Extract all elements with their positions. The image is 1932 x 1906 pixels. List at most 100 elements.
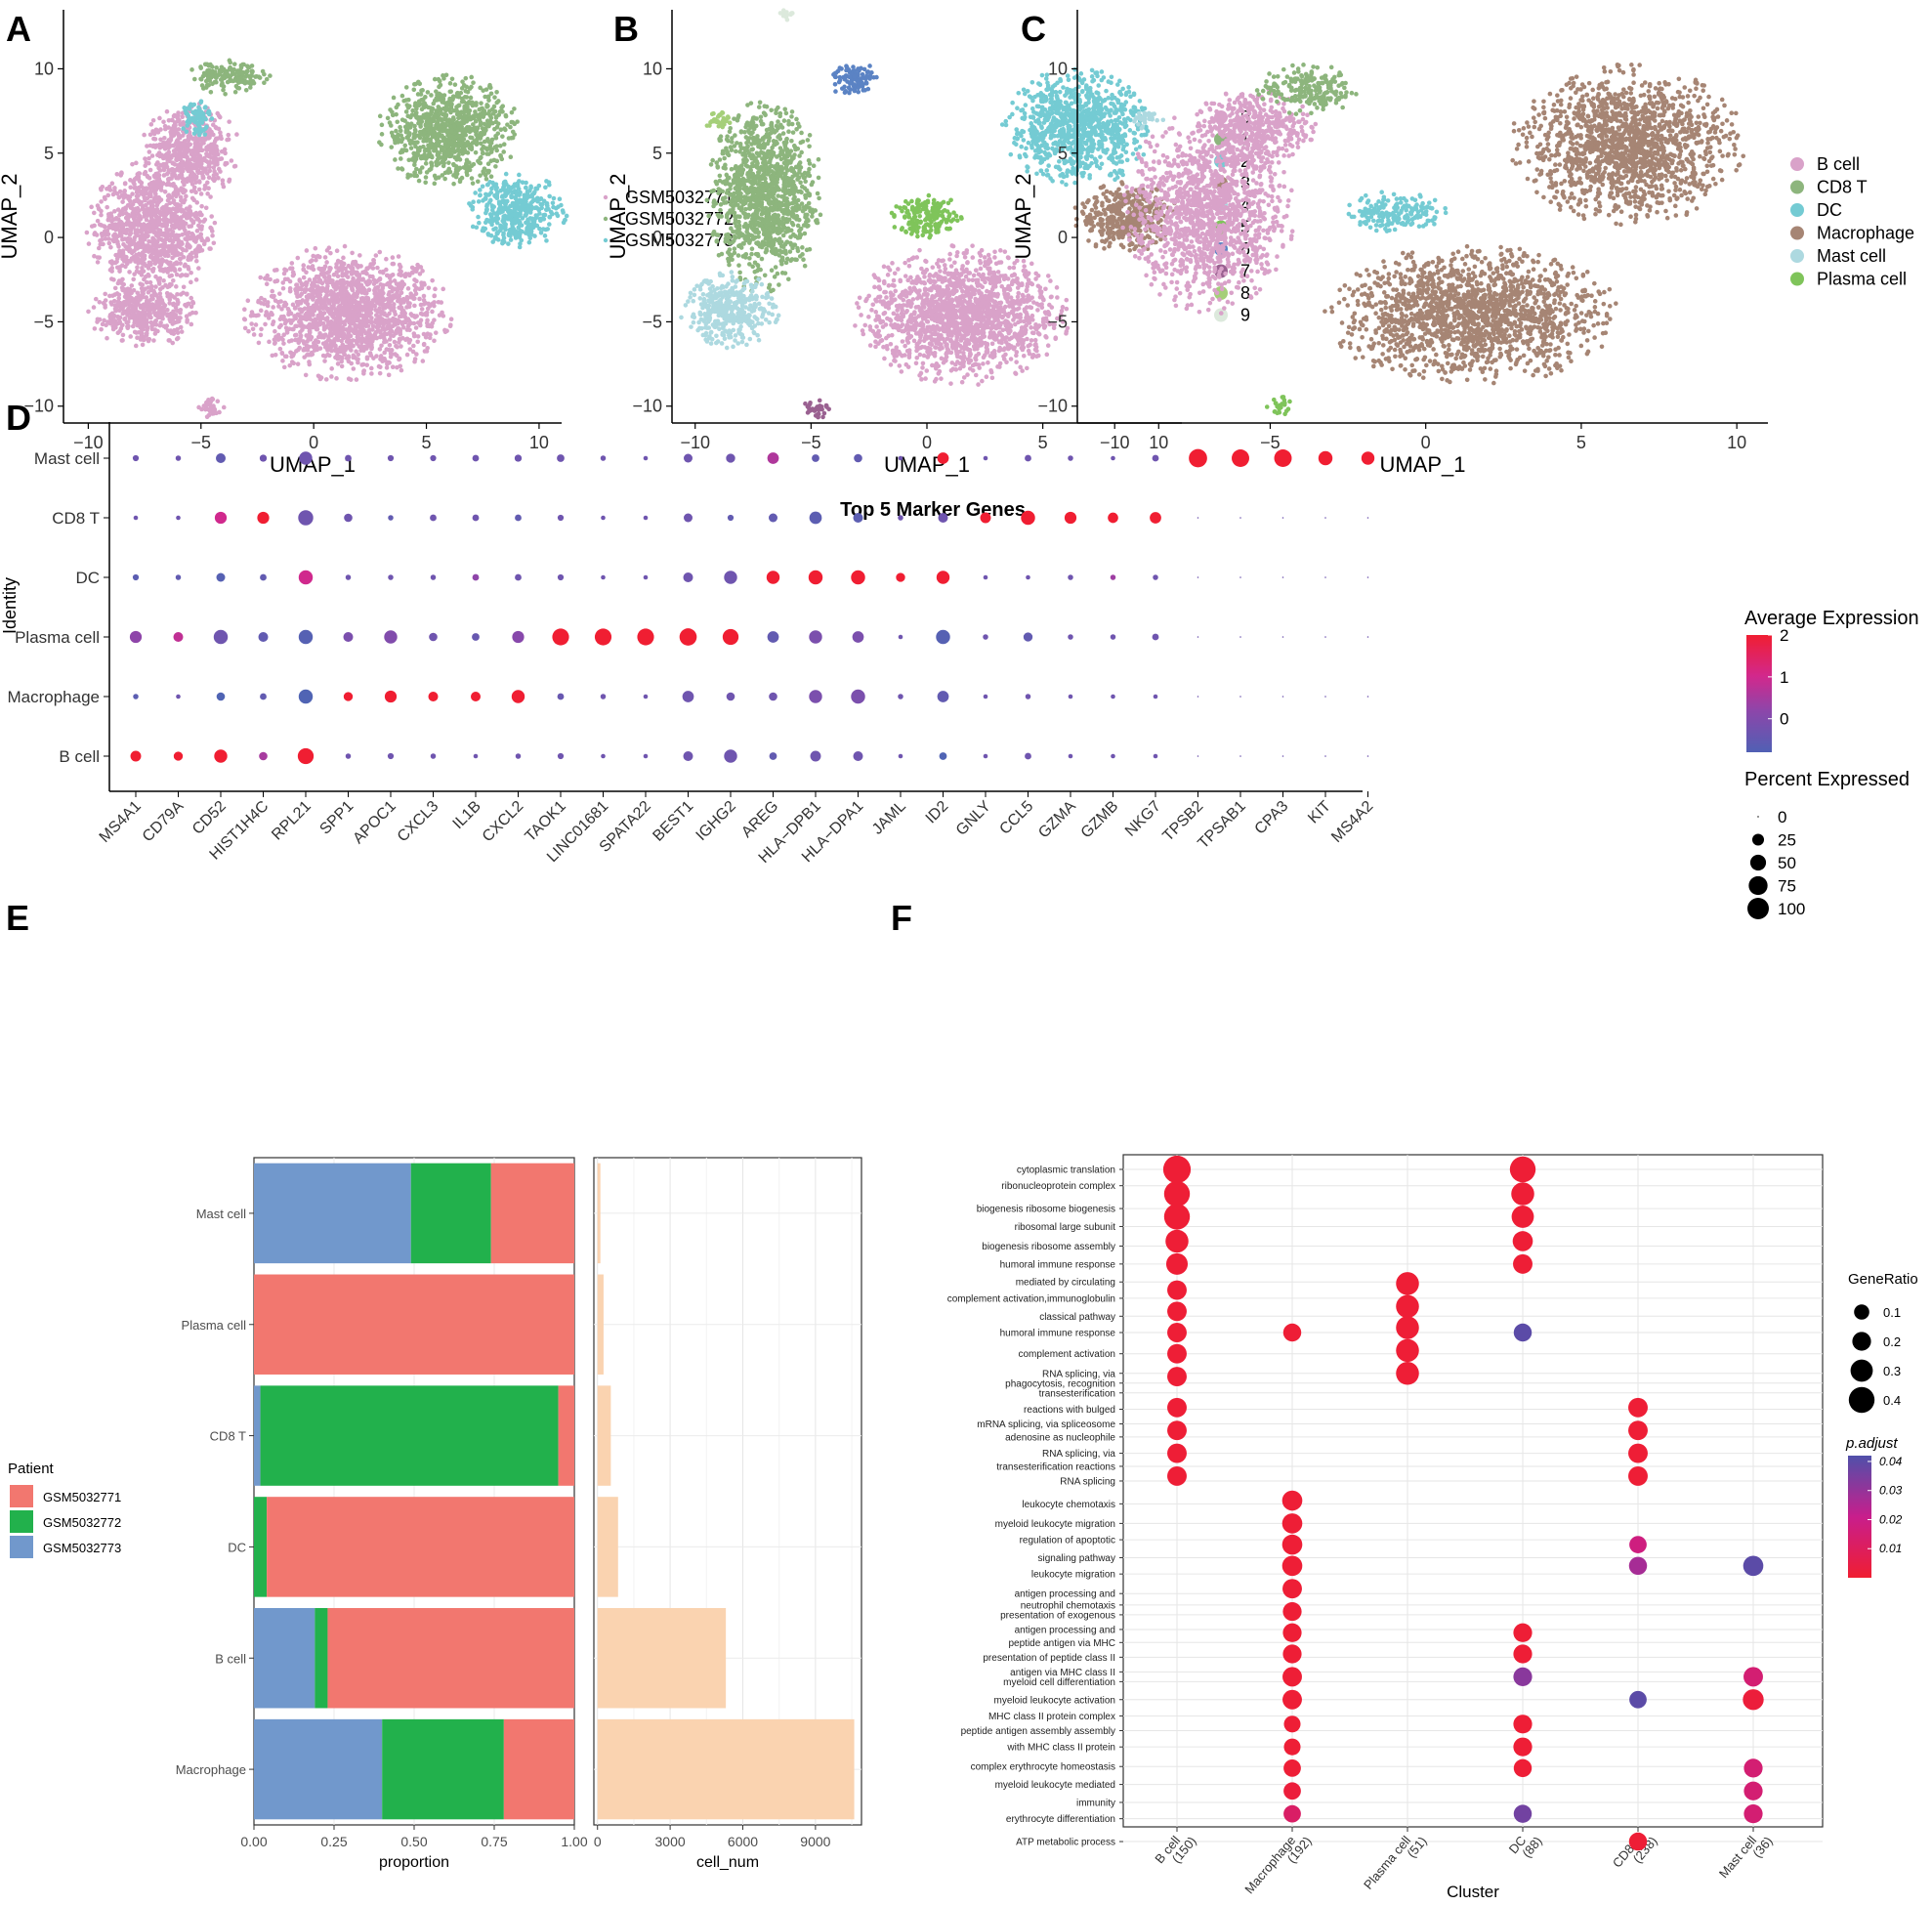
- umap-point: [140, 232, 145, 237]
- umap-point: [157, 217, 162, 223]
- umap-point: [411, 131, 417, 137]
- umap-point: [353, 323, 357, 329]
- umap-point: [463, 88, 469, 94]
- umap-point: [116, 292, 122, 298]
- umap-point: [111, 314, 116, 319]
- umap-point: [403, 109, 409, 114]
- umap-point: [471, 80, 476, 85]
- umap-point: [471, 113, 477, 118]
- umap-point: [537, 218, 543, 223]
- umap-point: [398, 268, 402, 273]
- umap-point: [203, 205, 209, 211]
- umap-point: [393, 352, 398, 357]
- umap-point: [429, 163, 435, 169]
- umap-point: [307, 277, 313, 282]
- umap-point: [278, 299, 283, 304]
- umap-point: [170, 264, 175, 269]
- umap-point: [189, 250, 194, 256]
- umap-point: [434, 176, 439, 181]
- umap-point: [324, 271, 330, 275]
- umap-point: [134, 197, 140, 203]
- umap-point: [134, 269, 140, 274]
- umap-point: [311, 297, 315, 302]
- umap-point: [315, 322, 320, 328]
- umap-point: [444, 103, 450, 108]
- umap-point: [121, 253, 127, 259]
- umap-point: [158, 137, 163, 143]
- umap-point: [390, 364, 396, 369]
- umap-point: [494, 124, 500, 130]
- umap-point: [400, 335, 405, 341]
- umap-point: [173, 184, 178, 190]
- umap-point: [304, 298, 310, 303]
- umap-point: [103, 298, 108, 303]
- umap-point: [177, 267, 183, 273]
- umap-point: [306, 344, 312, 350]
- umap-point: [180, 246, 185, 252]
- umap-point: [397, 262, 402, 268]
- umap-point: [176, 110, 181, 115]
- umap-point: [156, 172, 162, 178]
- umap-point: [492, 108, 498, 114]
- umap-point: [389, 295, 395, 300]
- umap-point: [470, 224, 476, 230]
- umap-point: [324, 287, 330, 293]
- umap-point: [402, 143, 408, 148]
- umap-point: [390, 255, 396, 260]
- umap-point: [301, 348, 307, 353]
- umap-point: [564, 213, 569, 219]
- umap-point: [205, 191, 210, 196]
- umap-point: [473, 140, 478, 146]
- umap-point: [452, 82, 458, 87]
- umap-point: [329, 374, 334, 379]
- umap-point: [478, 173, 483, 178]
- umap-point: [492, 95, 497, 100]
- umap-point: [275, 332, 281, 338]
- umap-point: [211, 165, 217, 170]
- umap-point: [283, 268, 289, 273]
- umap-point: [410, 349, 416, 355]
- umap-point: [315, 339, 321, 345]
- umap-point: [162, 253, 168, 258]
- umap-point: [294, 282, 300, 288]
- umap-point: [326, 275, 331, 280]
- umap-point: [393, 157, 398, 162]
- umap-point: [100, 184, 105, 190]
- umap-point: [226, 132, 231, 138]
- umap-point: [491, 227, 496, 233]
- umap-cluster-5: [377, 72, 520, 187]
- umap-point: [169, 223, 175, 229]
- umap-point: [166, 338, 172, 343]
- umap-point: [174, 155, 180, 161]
- umap-point: [276, 291, 282, 296]
- umap-point: [287, 278, 293, 284]
- umap-point: [441, 314, 446, 318]
- umap-point: [342, 243, 348, 249]
- umap-point: [296, 347, 301, 353]
- umap-point: [207, 164, 212, 170]
- umap-point: [188, 244, 192, 249]
- umap-point: [112, 260, 118, 266]
- umap-point: [395, 364, 399, 370]
- umap-point: [151, 173, 157, 179]
- umap-point: [216, 176, 221, 181]
- umap-point: [469, 176, 475, 181]
- umap-point: [141, 269, 147, 274]
- umap-point: [411, 320, 417, 326]
- umap-point: [320, 333, 326, 338]
- umap-point: [419, 97, 424, 103]
- umap-point: [392, 339, 398, 345]
- umap-point: [369, 346, 374, 352]
- umap-point: [125, 313, 130, 318]
- umap-point: [550, 200, 556, 206]
- umap-point: [168, 228, 173, 233]
- umap-point: [534, 186, 540, 191]
- umap-point: [406, 322, 411, 328]
- umap-point: [192, 76, 197, 82]
- umap-point: [501, 149, 506, 154]
- umap-point: [287, 362, 293, 368]
- umap-point: [163, 161, 169, 167]
- umap-point: [547, 222, 552, 227]
- umap-point: [146, 200, 151, 205]
- umap-point: [201, 136, 207, 141]
